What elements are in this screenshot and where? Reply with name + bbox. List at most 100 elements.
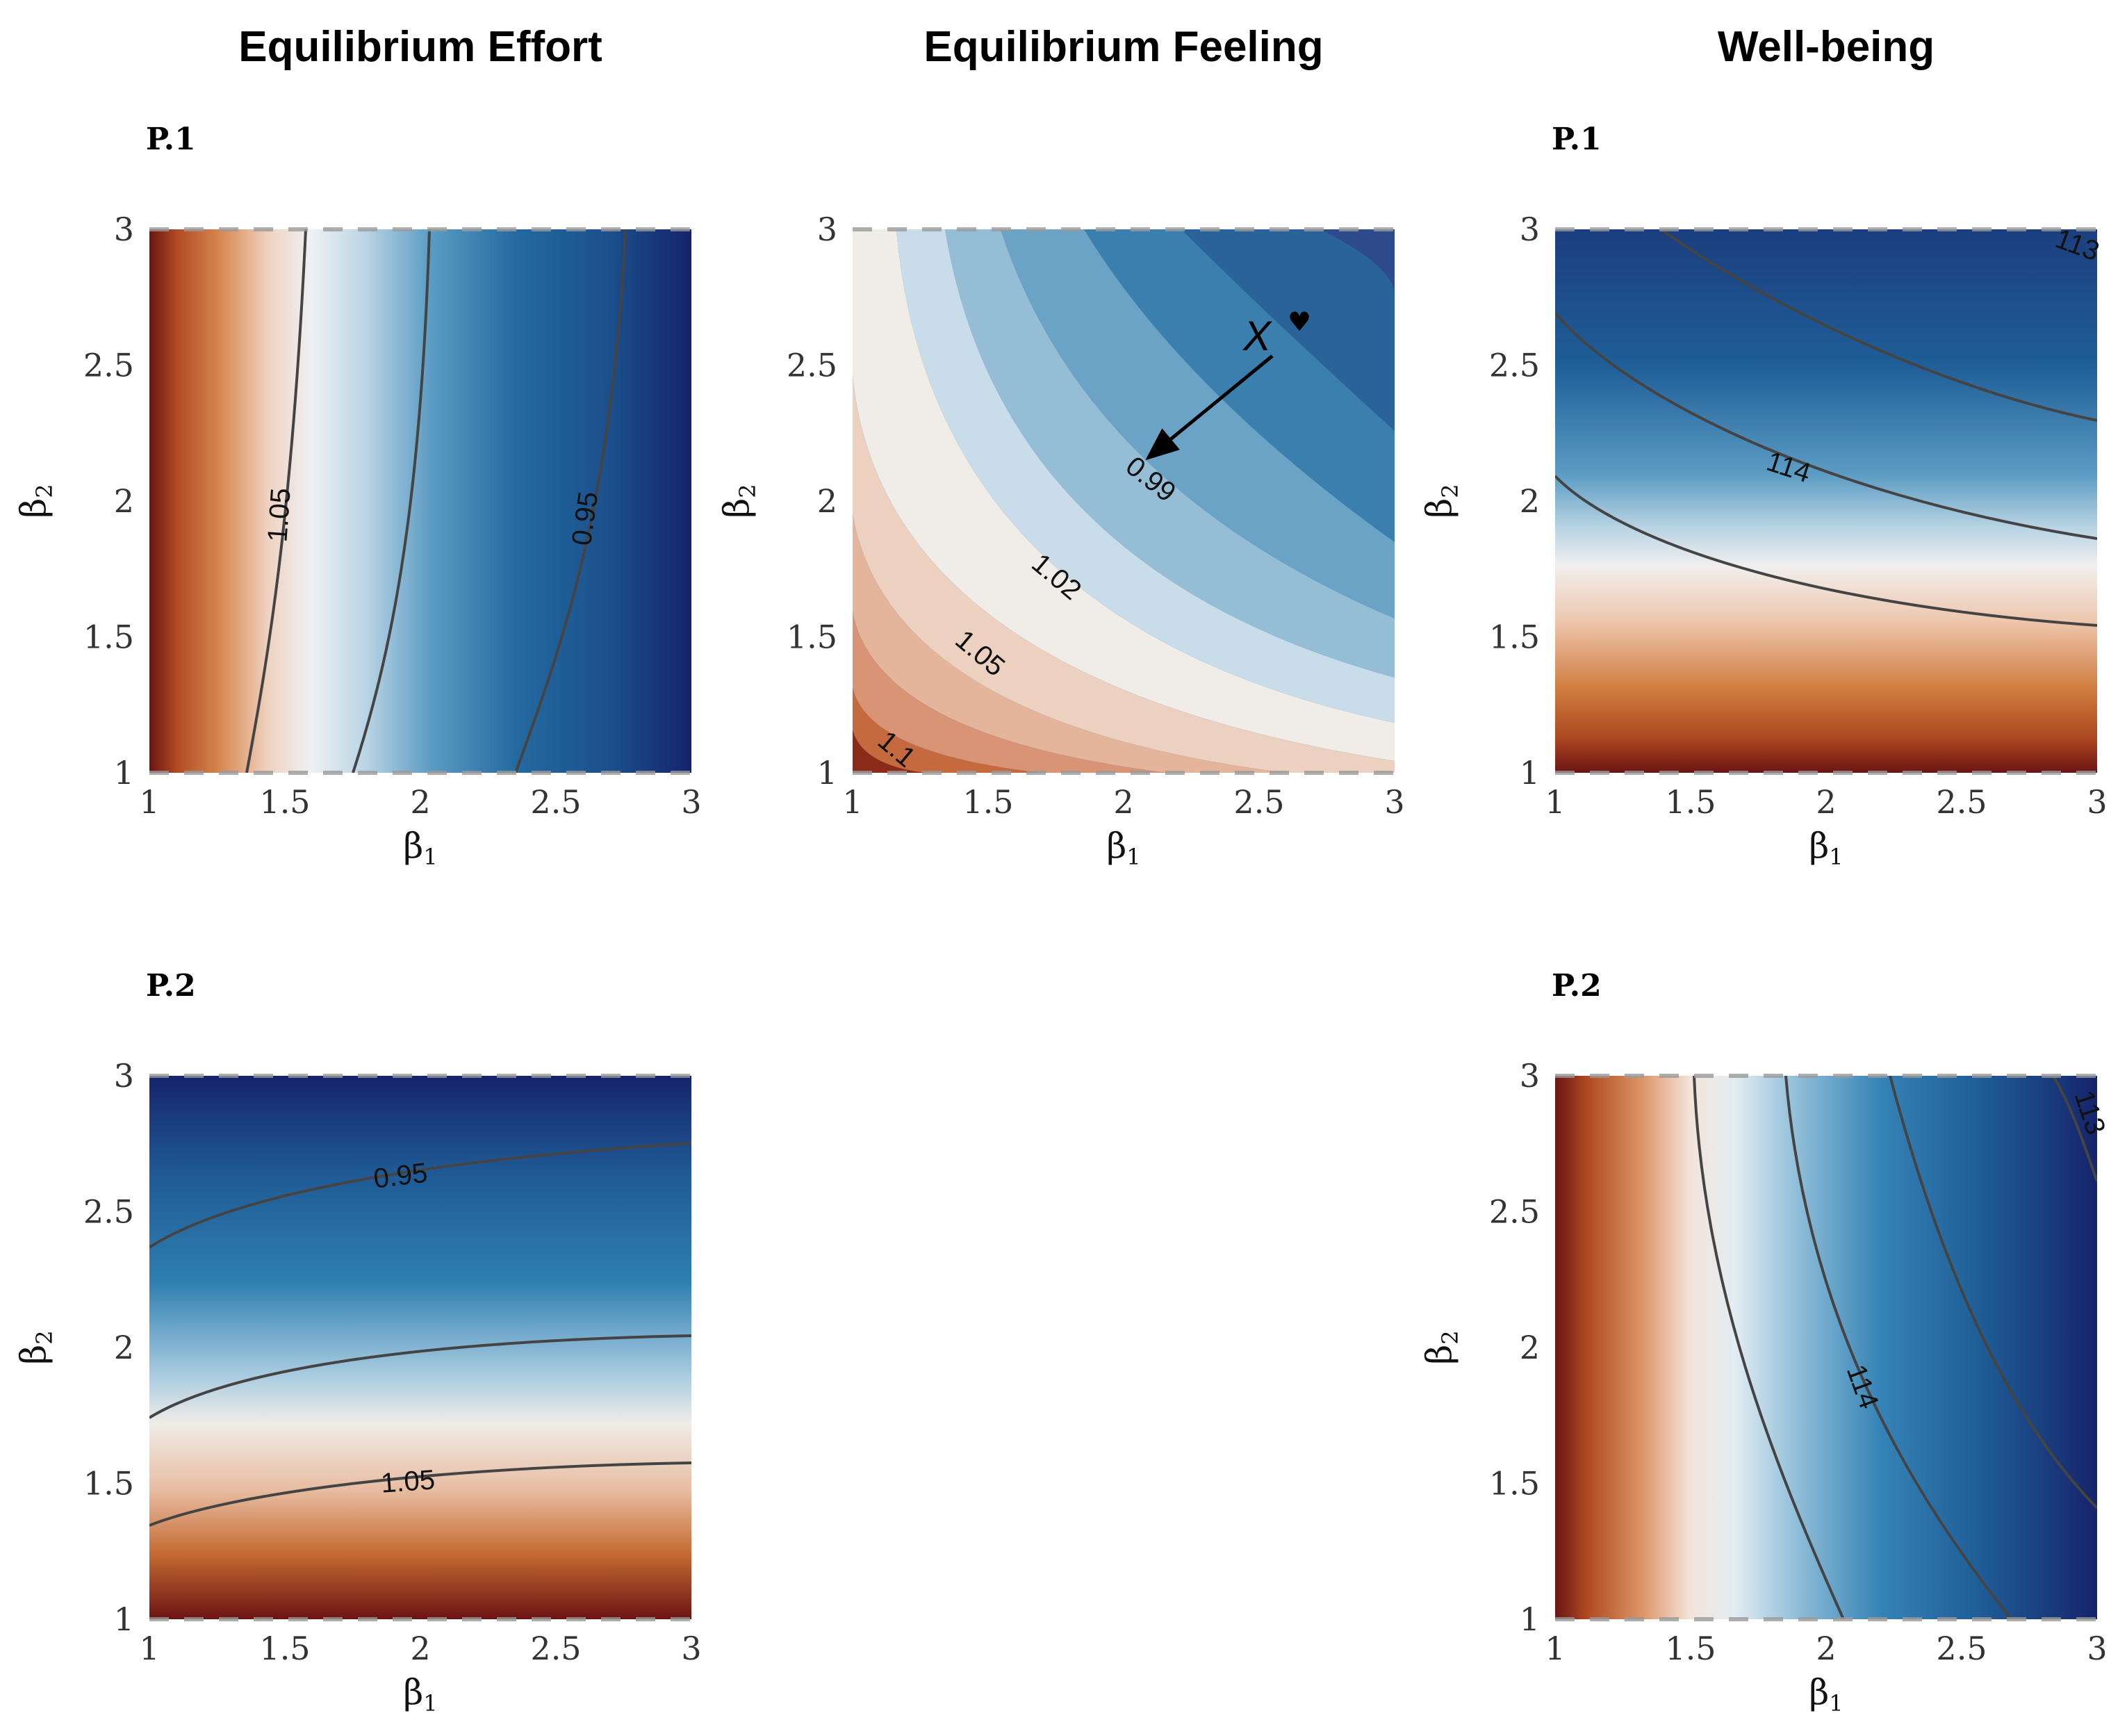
axes-layer: 1 1.5 2 2.5 3 1 1.5 2 2.5 3 β1 β2 1 1.5 2 2.5 3 1 1.5 2 2.5 3… xyxy=(13,211,2108,1717)
contour-line xyxy=(1555,475,2097,627)
heatmap-wellbeing-p2: 114 113 xyxy=(1555,1076,2111,1619)
y-tick-label: 2.5 xyxy=(83,347,134,384)
x-tick-label: 3 xyxy=(681,1630,701,1667)
x-axis-label: β1 xyxy=(1106,826,1140,870)
contour-line xyxy=(1784,1076,2013,1619)
contour-line xyxy=(149,1461,691,1527)
x-axis-label: β1 xyxy=(403,1672,437,1717)
y-tick-label: 2 xyxy=(1520,482,1540,520)
x-tick-label: 2.5 xyxy=(1936,1630,1987,1667)
y-tick-label: 3 xyxy=(114,211,134,248)
annotation-arrow-head xyxy=(1145,428,1180,461)
y-tick-label: 2.5 xyxy=(83,1193,134,1231)
y-tick-label: 2.5 xyxy=(1489,347,1540,384)
x-tick-label: 3 xyxy=(2087,783,2107,821)
feeling-annotation: X ♥ xyxy=(1145,306,1311,461)
contour-line xyxy=(352,229,431,773)
contour-line xyxy=(1693,1076,1845,1619)
y-axis-label: β2 xyxy=(716,484,761,518)
y-axis-label: β2 xyxy=(1419,1330,1463,1364)
column-title-wellbeing: Well-being xyxy=(1718,23,1935,71)
x-tick-label: 2.5 xyxy=(530,1630,581,1667)
x-tick-label: 1.5 xyxy=(259,1630,310,1667)
band xyxy=(853,612,1167,773)
band xyxy=(1001,229,1395,619)
y-tick-label: 3 xyxy=(817,211,837,248)
x-tick-label: 1 xyxy=(842,783,862,821)
x-tick-label: 3 xyxy=(681,783,701,821)
band xyxy=(945,229,1395,678)
heatmap-effort-p1: 1.05 0.95 xyxy=(149,229,691,773)
x-tick-label: 1.5 xyxy=(1665,783,1716,821)
x-tick-label: 1.5 xyxy=(259,783,310,821)
contour-line xyxy=(514,229,627,773)
panel-label-effort-p2: P.2 xyxy=(146,968,196,1004)
contour-line xyxy=(149,1142,691,1249)
band xyxy=(853,688,1042,773)
x-tick-label: 2 xyxy=(410,783,430,821)
y-tick-label: 1 xyxy=(114,754,134,792)
y-tick-label: 2 xyxy=(1520,1329,1540,1366)
x-tick-label: 2.5 xyxy=(530,783,581,821)
y-tick-label: 3 xyxy=(114,1057,134,1095)
annotation-x-label: X xyxy=(1242,313,1272,359)
x-axis-label: β1 xyxy=(1809,826,1843,870)
y-tick-label: 2.5 xyxy=(1489,1193,1540,1231)
y-tick-label: 1 xyxy=(1520,754,1540,792)
y-tick-label: 1.5 xyxy=(787,619,837,656)
heatmap-fill xyxy=(149,229,691,773)
contour-line xyxy=(1659,229,2097,422)
y-axis-label: β2 xyxy=(13,1330,58,1364)
y-axis-label: β2 xyxy=(1419,484,1463,518)
y-tick-label: 2.5 xyxy=(787,347,837,384)
y-tick-label: 1 xyxy=(817,754,837,792)
x-tick-label: 1 xyxy=(1545,783,1565,821)
x-tick-label: 2 xyxy=(1816,1630,1836,1667)
x-tick-label: 1 xyxy=(1545,1630,1565,1667)
x-tick-label: 2 xyxy=(410,1630,430,1667)
contour-line xyxy=(1889,1076,2097,1509)
y-tick-label: 1.5 xyxy=(1489,619,1540,656)
y-tick-label: 2 xyxy=(817,482,837,520)
y-tick-label: 1.5 xyxy=(83,1465,134,1502)
y-tick-label: 1 xyxy=(114,1600,134,1638)
band xyxy=(896,229,1395,723)
band xyxy=(1320,229,1395,292)
heatmap-fill xyxy=(1555,1076,2097,1619)
panel-label-effort-p1: P.1 xyxy=(146,122,196,157)
svg-text:1.05: 1.05 xyxy=(262,487,296,543)
y-tick-label: 1.5 xyxy=(1489,1465,1540,1502)
column-title-effort: Equilibrium Effort xyxy=(238,23,602,71)
x-tick-label: 2.5 xyxy=(1936,783,1987,821)
band xyxy=(1181,229,1395,431)
x-tick-label: 1.5 xyxy=(962,783,1013,821)
heatmap-feeling xyxy=(853,229,1395,773)
x-tick-label: 1 xyxy=(139,783,159,821)
band xyxy=(1084,229,1395,542)
annotation-arrow-line xyxy=(1169,354,1274,441)
heatmap-effort-p2: 0.95 1.05 xyxy=(149,1076,691,1619)
contour-line xyxy=(245,229,307,773)
x-tick-label: 1.5 xyxy=(1665,1630,1716,1667)
band xyxy=(853,730,924,773)
x-axis-label: β1 xyxy=(1809,1672,1843,1717)
x-tick-label: 2 xyxy=(1816,783,1836,821)
x-tick-label: 3 xyxy=(1384,783,1404,821)
x-tick-label: 2.5 xyxy=(1233,783,1284,821)
y-tick-label: 1 xyxy=(1520,1600,1540,1638)
annotation-heart-symbol: ♥ xyxy=(1288,306,1311,337)
contour-label: 1.05 xyxy=(380,1464,436,1498)
column-title-feeling: Equilibrium Feeling xyxy=(923,23,1323,71)
y-tick-label: 2 xyxy=(114,482,134,520)
panel-label-wellbeing-p1: P.1 xyxy=(1552,122,1602,157)
x-tick-label: 3 xyxy=(2087,1630,2107,1667)
x-axis-label: β1 xyxy=(403,826,437,870)
svg-text:0.95: 0.95 xyxy=(566,490,604,548)
band xyxy=(853,514,1286,773)
contour-label: 1.05 xyxy=(262,487,296,543)
x-tick-label: 1 xyxy=(139,1630,159,1667)
contour-line xyxy=(149,1334,691,1419)
y-tick-label: 1.5 xyxy=(83,619,134,656)
panel-label-wellbeing-p2: P.2 xyxy=(1552,968,1602,1004)
